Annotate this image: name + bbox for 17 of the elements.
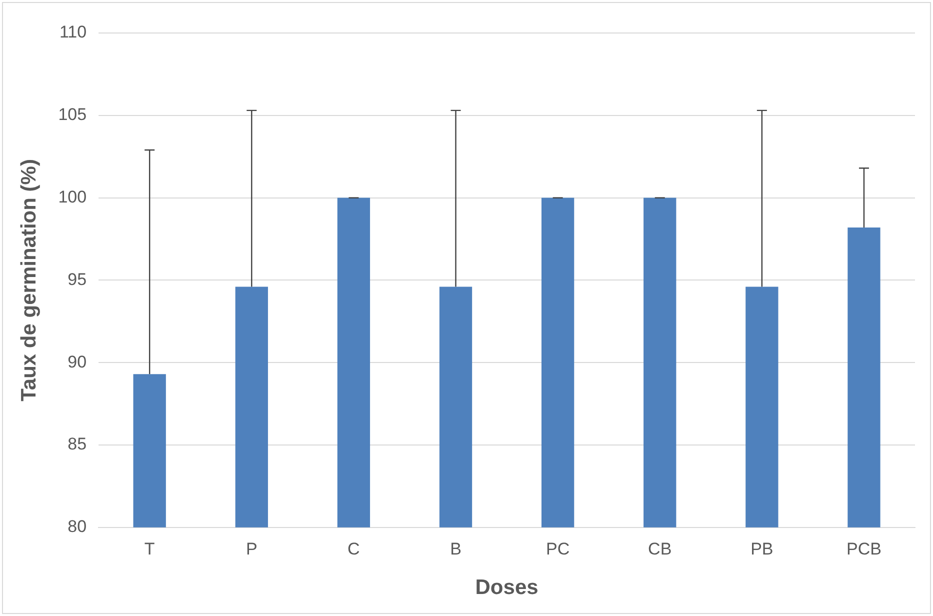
- y-tick-label: 100: [58, 187, 87, 206]
- x-tick-label: C: [348, 539, 360, 558]
- y-tick-label: 85: [68, 434, 87, 454]
- y-tick-label: 110: [59, 22, 87, 42]
- x-tick-label: B: [450, 539, 462, 558]
- y-tick-label: 80: [68, 517, 87, 536]
- x-tick-label: PC: [546, 539, 570, 558]
- x-tick-label: PCB: [846, 539, 882, 558]
- y-axis-title: Taux de germination (%): [17, 159, 40, 402]
- x-tick-label: CB: [648, 539, 672, 558]
- y-tick-label: 105: [58, 105, 87, 124]
- y-tick-label: 95: [68, 270, 87, 289]
- x-tick-label: PB: [750, 539, 774, 558]
- x-axis-title: Doses: [475, 576, 538, 600]
- x-tick-label: T: [144, 539, 155, 558]
- x-tick-label: P: [246, 539, 258, 558]
- y-tick-label: 90: [68, 352, 87, 372]
